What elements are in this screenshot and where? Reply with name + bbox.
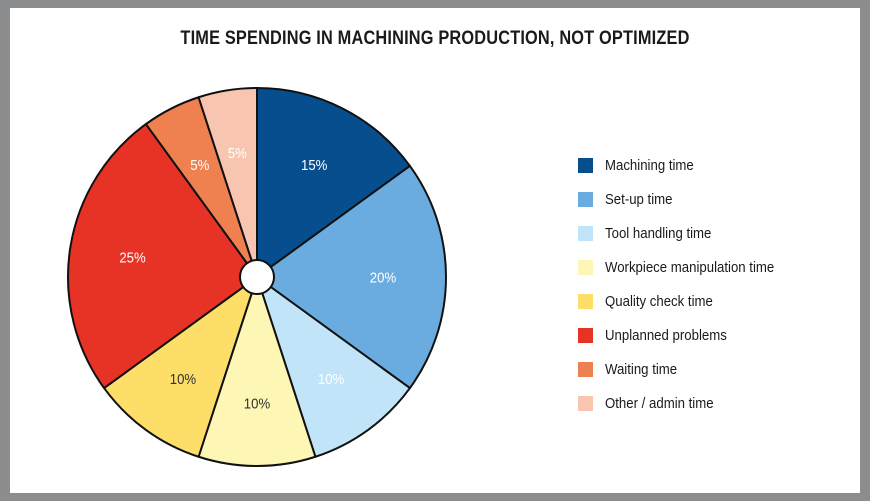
legend-swatch: [578, 191, 593, 207]
legend-label: Quality check time: [605, 292, 713, 310]
legend-label: Waiting time: [605, 360, 678, 378]
legend-swatch: [578, 259, 593, 275]
legend-label: Tool handling time: [605, 224, 712, 242]
legend-item: Waiting time: [578, 352, 797, 386]
pie-slice-unplanned-problems: [67, 123, 258, 390]
legend-label: Unplanned problems: [605, 326, 727, 344]
legend-label: Workpiece manipulation time: [605, 258, 775, 276]
slice-value-label: 15%: [301, 156, 328, 173]
slice-value-label: 20%: [370, 269, 397, 286]
slice-value-label: 10%: [170, 370, 197, 387]
chart-legend: Machining time Set-up time Tool handling t…: [578, 148, 797, 420]
pie-center-hole: [239, 259, 275, 295]
legend-item: Workpiece manipulation time: [578, 250, 797, 284]
legend-swatch: [578, 361, 593, 377]
slice-value-label: 5%: [228, 144, 247, 161]
pie-slice-tool-handling-time: [256, 276, 411, 458]
slice-value-label: 10%: [318, 370, 345, 387]
legend-item: Unplanned problems: [578, 318, 797, 352]
legend-item: Quality check time: [578, 284, 797, 318]
slice-value-label: 25%: [119, 249, 146, 266]
legend-item: Machining time: [578, 148, 797, 182]
legend-item: Set-up time: [578, 182, 797, 216]
legend-label: Other / admin time: [605, 394, 714, 412]
legend-item: Tool handling time: [578, 216, 797, 250]
chart-title: TIME SPENDING IN MACHINING PRODUCTION, N…: [180, 28, 690, 49]
legend-swatch: [578, 395, 593, 411]
legend-swatch: [578, 157, 593, 173]
legend-swatch: [578, 293, 593, 309]
legend-swatch: [578, 327, 593, 343]
pie-slice-workpiece-manipulation-time: [197, 276, 317, 467]
legend-label: Set-up time: [605, 190, 673, 208]
slice-value-label: 5%: [190, 156, 209, 173]
legend-item: Other / admin time: [578, 386, 797, 420]
legend-swatch: [578, 225, 593, 241]
pie-slice-quality-check-time: [103, 276, 258, 458]
pie-slice-other-admin-time: [197, 87, 258, 278]
pie-slice-machining-time: [256, 87, 411, 278]
legend-label: Machining time: [605, 156, 694, 174]
pie-slice-set-up-time: [256, 164, 447, 390]
slice-value-label: 10%: [244, 395, 271, 412]
